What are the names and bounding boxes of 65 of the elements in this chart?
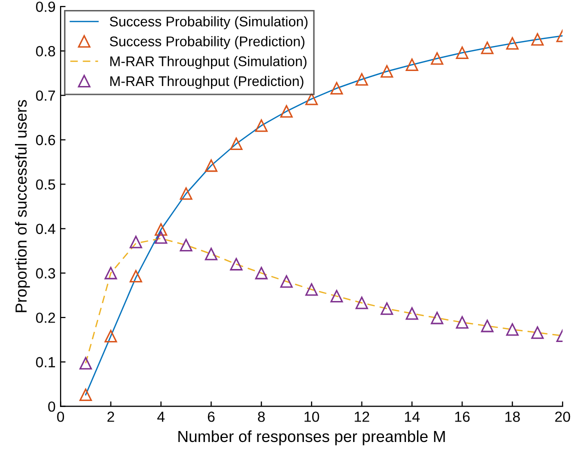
point [506,37,519,50]
legend-label: Success Probability (Simulation) [110,16,308,30]
point [130,236,142,248]
point [255,119,268,132]
x-tick-label: 12 [354,412,370,422]
legend-label: M-RAR Throughput (Prediction) [110,76,304,89]
x-tick-label: 14 [404,412,420,422]
point [104,266,118,280]
point [104,330,118,342]
x-tick-label: 8 [258,412,265,422]
y-axis-title: Proportion of successful users [15,100,30,312]
point [180,238,192,252]
y-tick-label: 0.9 [36,2,56,12]
point [230,138,243,150]
y-tick-label: 0.3 [36,268,56,279]
point [280,275,293,288]
point [380,65,394,78]
point [356,296,368,310]
x-tick-label: 16 [455,412,470,422]
point [79,388,92,402]
point [531,33,544,46]
x-tick-label: 0 [57,412,64,422]
point [456,46,468,59]
point [204,248,218,260]
point [305,92,318,106]
y-tick-label: 0.5 [36,179,56,190]
y-tick-label: 0.1 [36,357,56,368]
y-tick-label: 0.2 [36,312,55,323]
legend-label: Success Probability (Prediction) [110,36,304,50]
y-tick-label: 0.7 [36,90,55,101]
x-tick-label: 18 [505,412,520,422]
point [481,320,494,332]
point [380,302,394,315]
y-tick-label: 0.4 [36,224,56,234]
point [330,290,343,302]
point [330,82,343,95]
x-tick-label: 6 [208,412,215,422]
point [180,187,192,200]
y-tick-label: 0.6 [36,134,56,146]
x-tick-label: 10 [304,412,320,422]
y-tick-label: 0.8 [36,46,56,56]
point [305,283,318,296]
point [430,52,444,65]
point [481,42,494,54]
legend-label: M-RAR Throughput (Simulation) [110,56,306,69]
y-tick-label: 0 [48,401,56,412]
point [356,73,368,86]
point [406,58,418,71]
point [280,105,293,118]
point [79,357,92,370]
point [456,316,468,329]
point [130,270,142,282]
point [406,307,418,320]
point [230,258,243,270]
point [154,231,168,244]
point [255,266,268,280]
point [430,312,444,324]
point [204,159,218,172]
point [154,223,168,236]
x-tick-label: 4 [157,412,165,422]
point [531,326,544,339]
point [506,323,519,336]
x-tick-label: 2 [107,412,114,422]
x-tick-label: 20 [555,412,570,422]
x-axis-title: Number of responses per preamble M [178,430,445,446]
